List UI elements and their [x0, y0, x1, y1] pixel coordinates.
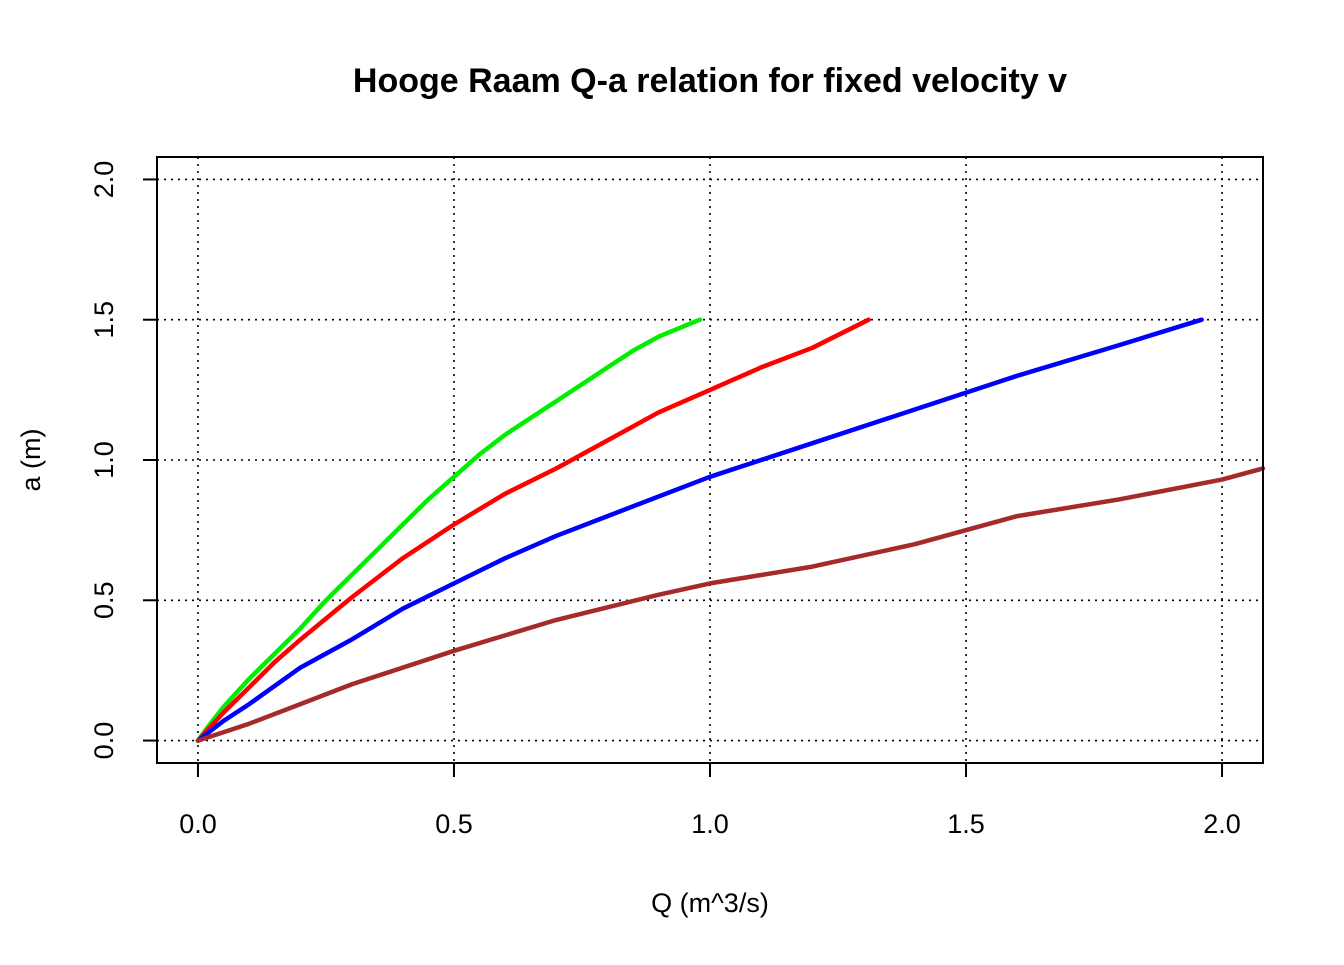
x-tick-label: 1.0: [691, 809, 729, 839]
grid-layer: [157, 157, 1263, 763]
x-axis-label: Q (m^3/s): [651, 888, 769, 918]
x-axis: 0.0 0.5 1.0 1.5 2.0: [179, 762, 1241, 839]
series-line-4: [195, 466, 1266, 743]
y-tick-label: 0.5: [89, 582, 119, 620]
series-line-2: [195, 317, 871, 743]
series-line-3: [195, 317, 1204, 743]
x-tick-label: 1.5: [947, 809, 985, 839]
series-layer: [195, 317, 1266, 743]
x-tick-label: 2.0: [1203, 809, 1241, 839]
y-axis-label: a (m): [16, 429, 46, 492]
y-tick-label: 2.0: [89, 161, 119, 199]
x-tick-label: 0.5: [435, 809, 473, 839]
chart-title: Hooge Raam Q-a relation for fixed veloci…: [353, 62, 1067, 100]
x-tick-label: 0.0: [179, 809, 217, 839]
y-tick-label: 1.0: [89, 441, 119, 479]
y-tick-label: 1.5: [89, 301, 119, 339]
y-tick-label: 0.0: [89, 722, 119, 760]
series-line-1: [195, 317, 703, 743]
y-axis: 0.0 0.5 1.0 1.5 2.0: [89, 161, 158, 760]
